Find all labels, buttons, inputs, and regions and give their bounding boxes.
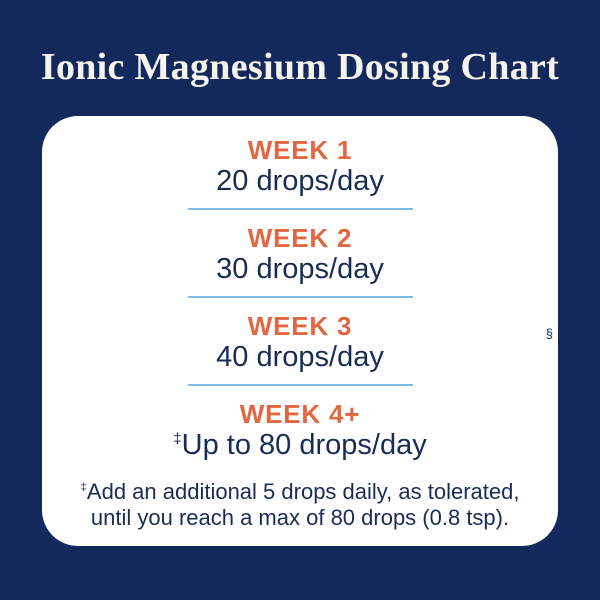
- week-4-value-text: Up to 80 drops/day: [181, 429, 427, 461]
- week-1-value: 20 drops/day: [216, 165, 384, 197]
- dosing-card: WEEK 1 20 drops/day WEEK 2 30 drops/day …: [42, 116, 558, 546]
- footnote-line-2: until you reach a max of 80 drops (0.8 t…: [90, 505, 510, 530]
- week-1-label: WEEK 1: [247, 135, 353, 165]
- week-row-4: WEEK 4+ ‡Up to 80 drops/day: [42, 398, 558, 460]
- footnote: ‡Add an additional 5 drops daily, as tol…: [42, 479, 558, 531]
- week-3-label: WEEK 3: [247, 311, 353, 341]
- week-row-3: WEEK 3 40 drops/day: [42, 310, 558, 372]
- divider-line: [187, 384, 413, 386]
- footnote-line-1: Add an additional 5 drops daily, as tole…: [86, 479, 520, 504]
- divider-line: [187, 296, 413, 298]
- week-2-value: 30 drops/day: [216, 253, 384, 285]
- week-2-label: WEEK 2: [247, 223, 353, 253]
- week-3-value: 40 drops/day: [216, 341, 384, 373]
- week-4-value: ‡Up to 80 drops/day: [42, 430, 558, 460]
- divider-line: [187, 208, 413, 210]
- page-title: Ionic Magnesium Dosing Chart: [40, 46, 560, 88]
- week-row-1: WEEK 1 20 drops/day: [42, 134, 558, 196]
- section-mark: §: [545, 326, 553, 341]
- dagger-marker: ‡: [173, 430, 182, 448]
- week-row-2: WEEK 2 30 drops/day: [42, 222, 558, 284]
- dagger-marker: ‡: [80, 481, 87, 494]
- week-4-label: WEEK 4+: [239, 399, 361, 429]
